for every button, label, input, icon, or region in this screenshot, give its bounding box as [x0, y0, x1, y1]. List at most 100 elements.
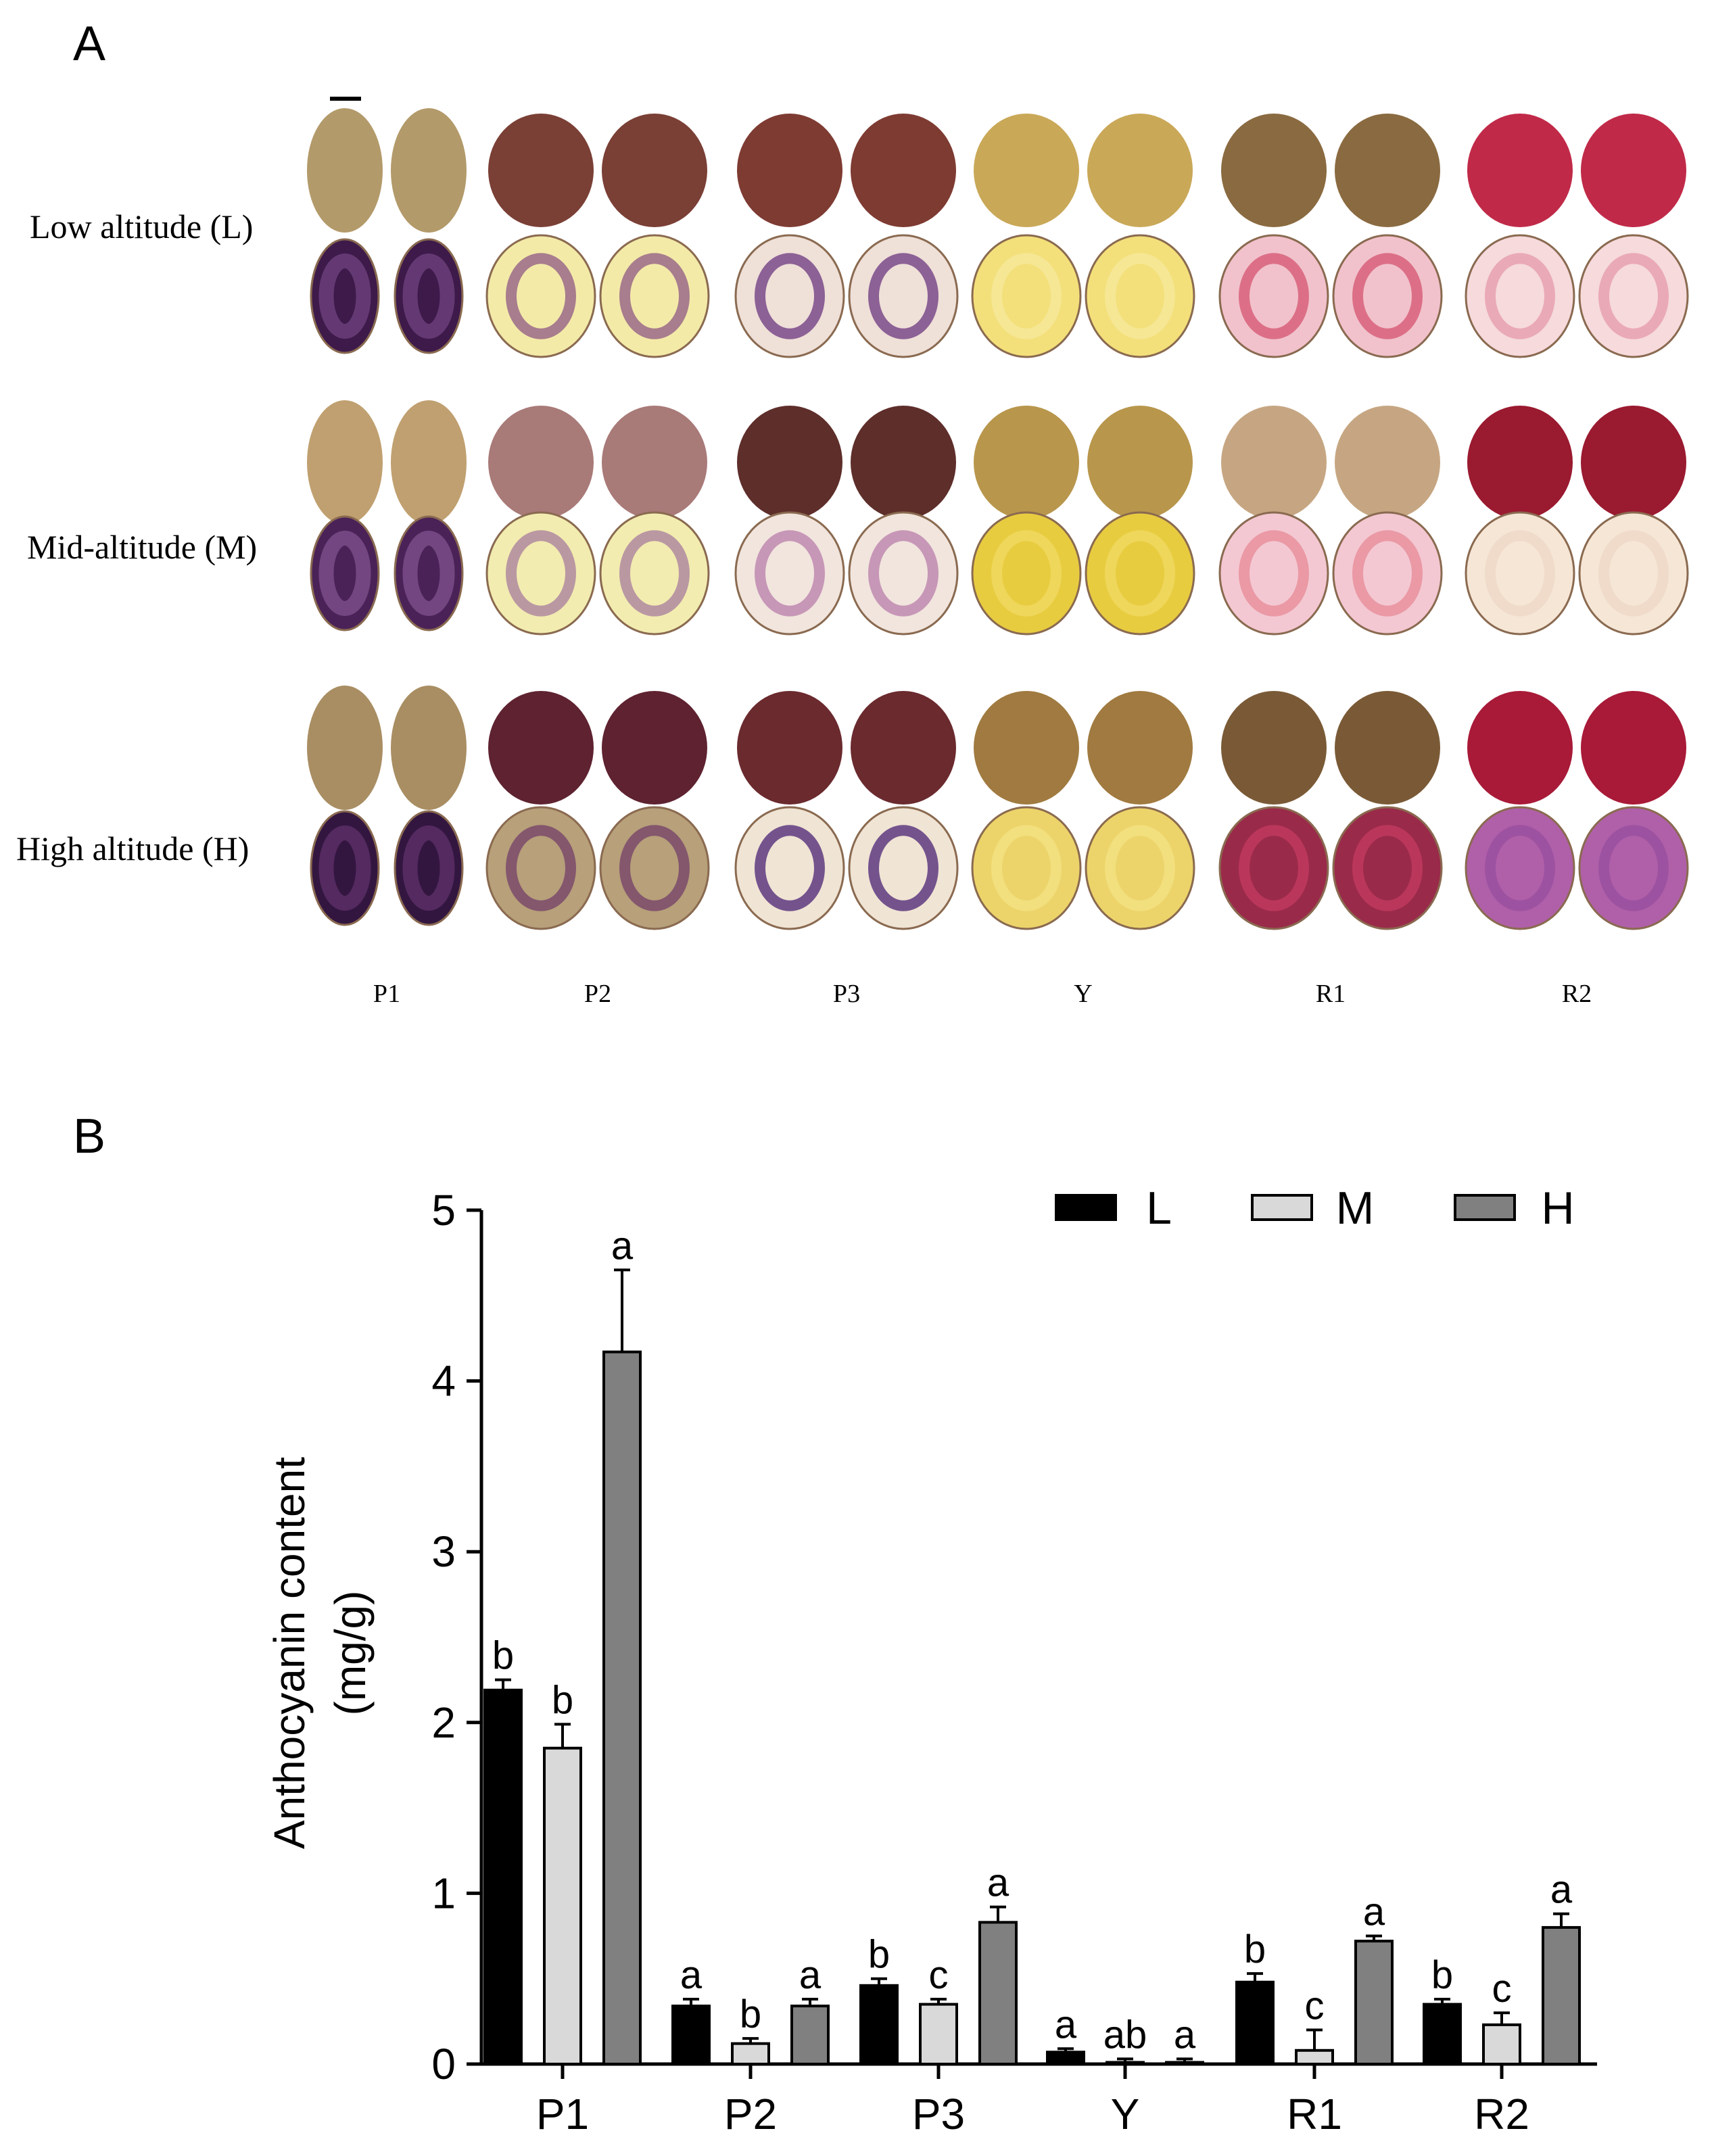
- tuber-skin-r1-high-2: [1335, 691, 1440, 805]
- tuber-skin-p2-high-1: [488, 691, 594, 805]
- tuber-pigment-y-mid-2: [1105, 530, 1175, 617]
- legend-swatch-m: [1251, 1194, 1313, 1221]
- tuber-pigment-p1-mid-2: [402, 530, 455, 617]
- sig-letter-p1-l: b: [492, 1634, 514, 1678]
- tuber-pigment-p1-low-2: [402, 253, 455, 339]
- tuber-pigment-p1-mid-1: [318, 530, 371, 617]
- tuber-pigment-r2-low-1: [1485, 253, 1555, 339]
- tuber-pigment-y-high-1: [991, 825, 1062, 911]
- tuber-skin-p1-mid-1: [307, 400, 383, 525]
- sig-letter-p2-h: a: [799, 1953, 822, 1997]
- legend-swatch-h: [1454, 1194, 1516, 1221]
- tuber-pigment-r2-high-1: [1485, 825, 1555, 911]
- tuber-flesh-y-low-2: [1085, 234, 1195, 358]
- tuber-pigment-p1-high-1: [318, 825, 371, 911]
- tuber-flesh-p3-mid-2: [848, 511, 959, 636]
- tuber-skin-r1-low-1: [1221, 114, 1327, 227]
- tuber-pigment-p3-low-2: [868, 253, 938, 339]
- tuber-skin-r1-low-2: [1335, 114, 1440, 227]
- sig-letter-p1-h: a: [611, 1224, 634, 1268]
- col-label-p2: P2: [584, 980, 612, 1008]
- sig-letter-p1-m: b: [552, 1678, 573, 1722]
- tuber-flesh-p3-mid-1: [734, 511, 845, 636]
- bar-p1-l: [483, 1688, 523, 2065]
- legend-label-m: M: [1336, 1182, 1375, 1234]
- bar-p1-m: [543, 1746, 582, 2065]
- sig-letter-p3-m: c: [929, 1953, 949, 1997]
- panel-a-letter: A: [73, 17, 106, 71]
- tuber-flesh-r2-mid-1: [1465, 511, 1575, 636]
- col-label-p3: P3: [832, 980, 861, 1008]
- tuber-flesh-r1-high-2: [1332, 806, 1443, 930]
- tuber-flesh-p3-low-2: [848, 234, 959, 358]
- x-tick-label-p1: P1: [536, 2090, 589, 2138]
- sig-letter-y-h: a: [1174, 2013, 1196, 2057]
- tuber-pigment-r1-mid-2: [1352, 530, 1423, 617]
- tuber-pigment-p2-high-2: [619, 825, 690, 911]
- bar-p2-l: [671, 2005, 711, 2065]
- sig-letter-y-l: a: [1055, 2003, 1077, 2046]
- sig-letter-p3-l: b: [868, 1933, 890, 1977]
- tuber-skin-y-low-1: [974, 114, 1079, 227]
- tuber-pigment-r1-high-1: [1239, 825, 1309, 911]
- bar-p3-h: [978, 1921, 1018, 2066]
- tuber-skin-p3-low-2: [851, 114, 956, 227]
- col-label-y: Y: [1074, 980, 1093, 1008]
- tuber-pigment-p2-high-1: [506, 825, 576, 911]
- bar-r1-m: [1295, 2049, 1334, 2065]
- tuber-pigment-y-low-2: [1105, 253, 1175, 339]
- tuber-flesh-p2-mid-1: [485, 511, 596, 636]
- tuber-skin-r1-mid-1: [1221, 406, 1327, 519]
- tuber-skin-r2-mid-1: [1467, 406, 1573, 519]
- tuber-flesh-y-mid-2: [1085, 511, 1195, 636]
- sig-letter-r1-m: c: [1305, 1984, 1325, 2028]
- y-axis-label: Anthocyanin content: [265, 1457, 314, 1849]
- tuber-photo-grid: [307, 108, 1689, 930]
- bar-r2-l: [1423, 2003, 1462, 2066]
- y-tick-label-5: 5: [431, 1186, 456, 1235]
- x-tick-label-r2: R2: [1474, 2090, 1529, 2138]
- tuber-pigment-p3-mid-2: [868, 530, 938, 617]
- bar-r1-l: [1235, 1980, 1275, 2065]
- tuber-skin-p1-low-2: [391, 108, 467, 233]
- tuber-skin-r1-mid-2: [1335, 406, 1440, 519]
- tuber-flesh-r2-low-2: [1578, 234, 1689, 358]
- tuber-skin-y-mid-2: [1087, 406, 1193, 519]
- tuber-flesh-r1-low-2: [1332, 234, 1443, 358]
- bar-p2-m: [731, 2042, 770, 2065]
- tuber-flesh-p3-high-1: [734, 806, 845, 930]
- tuber-flesh-p2-mid-2: [599, 511, 710, 636]
- tuber-flesh-p3-high-2: [848, 806, 959, 930]
- tuber-pigment-p3-low-1: [755, 253, 825, 339]
- sig-letter-r1-h: a: [1363, 1890, 1385, 1934]
- tuber-flesh-r1-mid-1: [1218, 511, 1329, 636]
- tuber-flesh-r2-high-1: [1465, 806, 1575, 930]
- tuber-skin-p2-low-2: [602, 114, 707, 227]
- tuber-skin-p2-mid-2: [602, 406, 707, 519]
- row-label-high: High altitude (H): [16, 830, 249, 867]
- tuber-flesh-y-high-1: [971, 806, 1082, 930]
- tuber-skin-y-mid-1: [974, 406, 1079, 519]
- tuber-skin-p1-low-1: [307, 108, 383, 233]
- tuber-skin-y-low-2: [1087, 114, 1193, 227]
- y-tick-label-1: 1: [431, 1869, 456, 1917]
- tuber-flesh-p2-low-1: [485, 234, 596, 358]
- tuber-pigment-r2-mid-2: [1598, 530, 1669, 617]
- tuber-pigment-p2-low-1: [506, 253, 576, 339]
- y-tick-label-4: 4: [431, 1357, 456, 1406]
- bar-r1-h: [1354, 1940, 1394, 2065]
- y-tick-label-0: 0: [431, 2040, 456, 2088]
- x-tick-label-p3: P3: [912, 2090, 965, 2138]
- tuber-pigment-r1-mid-1: [1239, 530, 1309, 617]
- tuber-pigment-r1-low-2: [1352, 253, 1423, 339]
- tuber-pigment-p2-mid-1: [506, 530, 576, 617]
- tuber-pigment-p1-low-1: [318, 253, 371, 339]
- x-tick-label-r1: R1: [1287, 2090, 1342, 2138]
- tuber-skin-r1-high-1: [1221, 691, 1327, 805]
- bar-y-m: [1105, 2061, 1145, 2066]
- tuber-pigment-p3-mid-1: [755, 530, 825, 617]
- col-label-r1: R1: [1315, 980, 1346, 1008]
- tuber-skin-p1-mid-2: [391, 400, 467, 525]
- tuber-pigment-r2-mid-1: [1485, 530, 1555, 617]
